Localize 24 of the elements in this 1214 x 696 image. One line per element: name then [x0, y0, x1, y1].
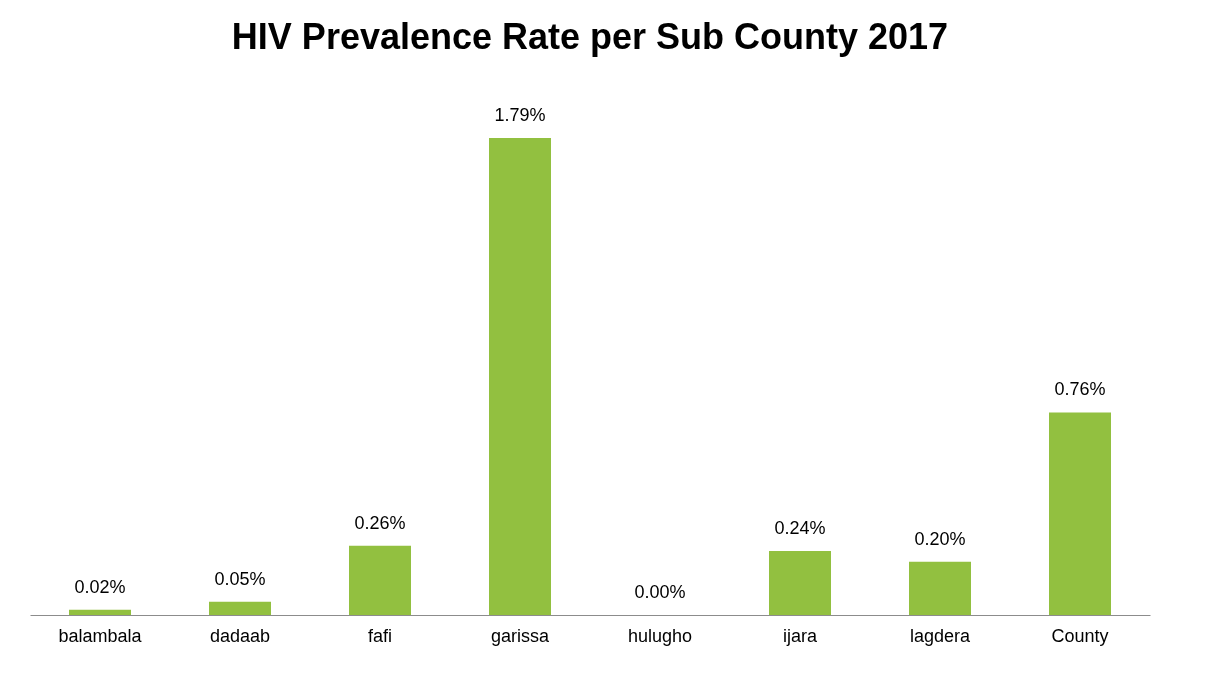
bar — [909, 561, 971, 615]
x-tick-label: garissa — [490, 625, 550, 646]
x-tick-label: ijara — [782, 625, 818, 646]
bar — [1049, 412, 1111, 615]
chart-title: HIV Prevalence Rate per Sub County 2017 — [231, 16, 949, 57]
x-tick-label: County — [1051, 625, 1109, 646]
x-tick-label: balambala — [58, 625, 143, 646]
data-label: 0.20% — [914, 528, 966, 549]
bar — [69, 609, 131, 615]
x-tick-label: dadaab — [209, 625, 271, 646]
data-label: 1.79% — [494, 105, 546, 125]
data-label: 0.05% — [214, 568, 266, 589]
data-label: 0.02% — [74, 576, 126, 597]
bar — [769, 551, 831, 615]
data-label: 0.24% — [774, 518, 826, 539]
bar — [349, 545, 411, 615]
data-label: 0.00% — [634, 582, 686, 602]
x-tick-label: fafi — [367, 625, 393, 646]
data-label: 0.26% — [354, 512, 406, 533]
data-label: 0.76% — [1054, 379, 1106, 400]
bar — [209, 601, 271, 615]
x-tick-label: lagdera — [909, 625, 972, 646]
x-tick-label: hulugho — [627, 625, 693, 646]
bar — [489, 138, 551, 615]
